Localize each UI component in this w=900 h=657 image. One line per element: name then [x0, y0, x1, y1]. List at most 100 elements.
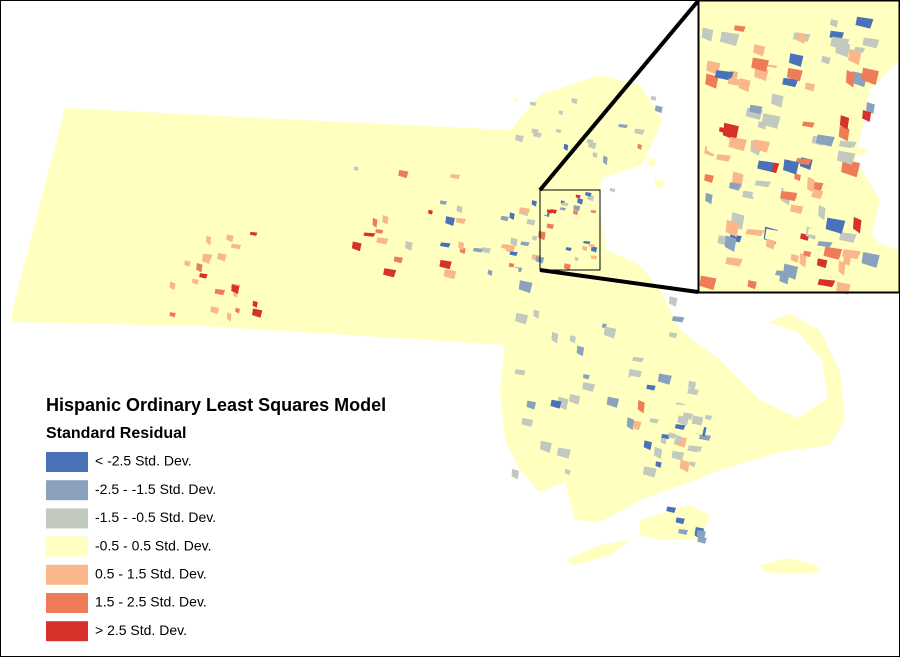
tract [565, 247, 572, 252]
tract [632, 95, 640, 103]
tract [642, 353, 654, 368]
tract [822, 10, 834, 26]
tract [802, 121, 815, 128]
inset-sea [855, 60, 899, 250]
legend-swatch [46, 564, 88, 585]
tract [196, 262, 203, 273]
inset-patches [699, 10, 880, 295]
tract [855, 16, 874, 29]
tract [804, 82, 816, 92]
tract [558, 110, 564, 116]
tract [696, 370, 705, 381]
tract [513, 389, 527, 401]
tract [559, 207, 566, 211]
tract [481, 247, 491, 254]
tract [611, 110, 616, 115]
tract [582, 382, 596, 392]
tract [514, 98, 520, 103]
legend-subtitle: Standard Residual [46, 425, 186, 442]
tract [439, 259, 452, 270]
tract [372, 217, 378, 228]
tract [249, 231, 258, 236]
tract [542, 208, 548, 216]
tract [816, 258, 828, 269]
tract [687, 445, 703, 453]
tract [799, 252, 807, 268]
tract [603, 326, 617, 339]
tract [817, 241, 833, 248]
tract [563, 143, 569, 152]
tract [704, 173, 714, 184]
tract [783, 159, 800, 175]
tract [674, 424, 686, 430]
tract [841, 249, 861, 260]
tract [803, 266, 821, 284]
tract [788, 152, 799, 159]
tract [728, 182, 742, 191]
tract [480, 234, 488, 243]
tract [573, 205, 581, 212]
tract [573, 209, 579, 216]
tract [727, 78, 743, 87]
tract [743, 170, 757, 185]
tract [654, 178, 665, 189]
tract [510, 266, 519, 275]
tract [563, 263, 571, 271]
tract [836, 204, 847, 219]
tract [529, 101, 537, 106]
tract [757, 160, 775, 172]
tract [540, 319, 547, 328]
tract [752, 139, 771, 153]
tract [206, 235, 212, 246]
tract [773, 231, 792, 243]
tract [699, 275, 717, 291]
tract [549, 209, 557, 214]
tract [509, 212, 515, 221]
tract [788, 53, 804, 67]
tract [571, 97, 578, 105]
tract [555, 129, 562, 134]
tract [526, 218, 536, 226]
tract [583, 240, 591, 245]
tract [532, 235, 538, 241]
tract [564, 469, 571, 475]
zoom-box [539, 189, 601, 271]
tract [654, 447, 663, 460]
land [12, 75, 845, 574]
tract [398, 169, 409, 179]
tract [589, 444, 603, 457]
tract [458, 241, 465, 251]
legend-label: -1.5 - -0.5 Std. Dev. [95, 509, 216, 525]
tract [252, 308, 263, 318]
legend-swatch [46, 480, 88, 501]
tract [714, 70, 734, 81]
tract [725, 257, 743, 267]
tract [861, 67, 879, 86]
tract [666, 506, 677, 513]
tract [786, 67, 803, 82]
tract [839, 232, 857, 243]
tract [677, 415, 689, 426]
tract [688, 380, 697, 391]
island [640, 505, 710, 540]
tract [701, 27, 714, 42]
tract [673, 434, 682, 445]
tract [230, 243, 242, 250]
tract [668, 296, 678, 307]
tract [795, 157, 812, 166]
legend-label: < -2.5 Std. Dev. [95, 453, 192, 469]
tract [199, 273, 208, 279]
tract [839, 108, 848, 117]
tract [843, 255, 851, 266]
tract [567, 91, 575, 98]
tract [654, 105, 663, 114]
tract [575, 194, 581, 199]
tract [363, 232, 376, 237]
tract [217, 252, 227, 262]
legend-label: 1.5 - 2.5 Std. Dev. [95, 594, 207, 610]
tract [866, 102, 875, 114]
tract [796, 189, 814, 198]
tract [509, 251, 518, 256]
tract [679, 459, 690, 473]
